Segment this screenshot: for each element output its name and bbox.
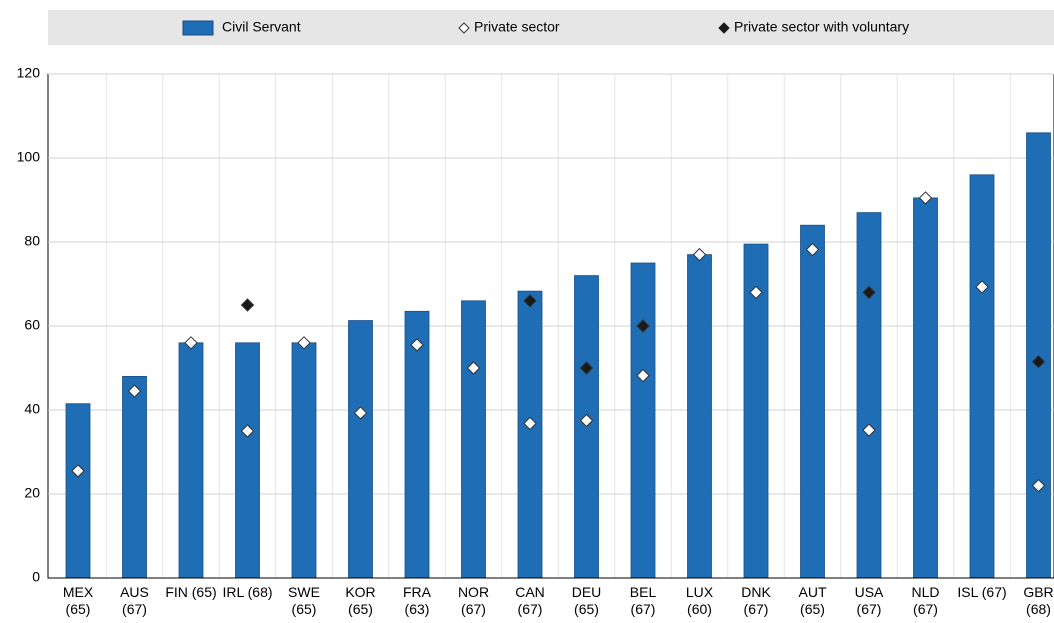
legend-swatch (718, 22, 730, 34)
bar (913, 197, 938, 579)
marker (1031, 354, 1046, 369)
marker (466, 361, 481, 375)
x-tick-label: AUT (65) (798, 584, 827, 617)
marker (240, 424, 255, 438)
x-tick-label: AUS (67) (120, 584, 149, 617)
x-tick-label: MEX (65) (62, 584, 94, 617)
x-tick-label: DEU (65) (571, 584, 602, 617)
bar (630, 262, 656, 579)
x-tick-label: DNK (67) (741, 584, 771, 617)
x-tick-label: LUX (60) (685, 584, 714, 617)
x-tick-label: FIN (65) (165, 584, 217, 600)
y-tick-label: 0 (32, 569, 40, 585)
marker (749, 285, 763, 300)
marker (410, 338, 424, 352)
marker (297, 336, 311, 350)
marker (240, 298, 255, 312)
x-tick-label: NOR (67) (457, 584, 490, 617)
y-tick-label: 80 (24, 233, 40, 249)
bar (687, 254, 712, 579)
x-tick-label: NLD (67) (911, 584, 940, 617)
bar (800, 224, 825, 579)
x-tick-label: FRA (63) (403, 584, 431, 617)
legend-box (48, 10, 1054, 45)
x-tick-label: USA (67) (854, 584, 884, 617)
x-tick-label: ISL (67) (957, 584, 1007, 600)
legend-label: Private sector with voluntary (734, 19, 909, 35)
bar (122, 375, 147, 579)
bar (235, 342, 260, 579)
x-tick-label: SWE (65) (288, 584, 320, 617)
y-tick-label: 100 (17, 149, 41, 165)
bar (856, 212, 882, 579)
marker (579, 413, 594, 428)
marker (692, 247, 707, 262)
marker (71, 464, 85, 478)
marker (975, 280, 989, 294)
marker (862, 285, 876, 300)
x-tick-label: IRL (68) (222, 584, 273, 600)
marker (523, 294, 537, 308)
x-tick-label: KOR (65) (345, 584, 376, 617)
marker (805, 242, 820, 257)
bar (404, 310, 430, 579)
bar (65, 403, 91, 579)
bar (348, 320, 373, 579)
bar (517, 290, 543, 579)
marker (127, 384, 142, 398)
bar (743, 243, 769, 579)
marker (579, 361, 594, 375)
marker (636, 319, 650, 333)
bar (461, 300, 486, 579)
marker (918, 191, 933, 205)
marker (862, 423, 876, 437)
marker (1031, 478, 1046, 493)
x-tick-label: GBR (68) (1023, 584, 1054, 617)
legend-label: Civil Servant (222, 19, 301, 35)
x-tick-label: BEL (67) (629, 584, 657, 617)
marker (636, 368, 650, 383)
marker (353, 406, 368, 420)
x-tick-label: CAN (67) (515, 584, 545, 617)
y-tick-label: 120 (17, 65, 41, 81)
bar (178, 342, 204, 579)
legend-swatch (458, 22, 470, 34)
y-tick-label: 20 (24, 485, 40, 501)
y-tick-label: 40 (24, 401, 40, 417)
y-tick-label: 60 (24, 317, 40, 333)
legend-swatch (182, 20, 214, 36)
marker (523, 416, 537, 431)
marker (184, 336, 198, 350)
bar (969, 174, 995, 579)
legend-label: Private sector (474, 19, 560, 35)
bar (291, 342, 317, 579)
